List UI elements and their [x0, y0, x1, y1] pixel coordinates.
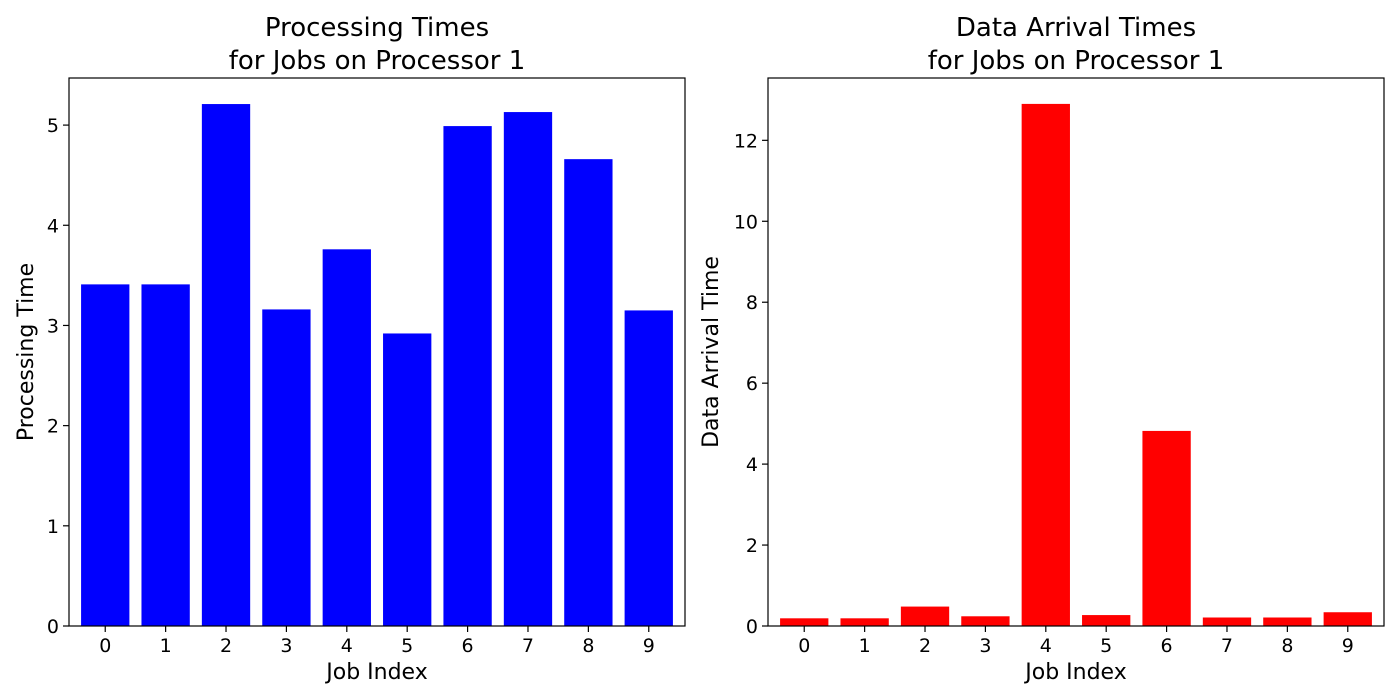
- x-tick-label: 6: [462, 635, 474, 657]
- y-tick-label: 8: [746, 292, 758, 314]
- plot-frame: [767, 77, 1385, 627]
- x-tick-label: 2: [919, 635, 931, 657]
- y-tick-label: 4: [746, 454, 758, 476]
- chart-title-line-1: Processing Times: [265, 13, 489, 43]
- bar-7: [503, 112, 553, 627]
- x-tick-label: 6: [1161, 635, 1173, 657]
- bar-8: [564, 159, 613, 627]
- bar-7: [1202, 617, 1252, 626]
- bar-1: [141, 284, 190, 626]
- bar-3: [961, 616, 1010, 626]
- y-tick-label: 5: [47, 115, 59, 137]
- bar-series: [81, 104, 673, 627]
- bar-2: [201, 104, 251, 626]
- x-tick-label: 9: [1342, 635, 1354, 657]
- bar-6: [1142, 430, 1191, 626]
- x-tick-label: 0: [99, 635, 111, 657]
- bar-9: [1323, 612, 1372, 626]
- y-axis-label: Processing Time: [14, 263, 39, 441]
- y-tick-label: 10: [734, 211, 758, 233]
- x-axis-label: Job Index: [324, 660, 427, 685]
- bar-3: [262, 309, 311, 626]
- x-tick-label: 3: [979, 635, 991, 657]
- x-tick-label: 4: [341, 635, 353, 657]
- x-tick-label: 1: [160, 635, 172, 657]
- bar-9: [624, 310, 673, 626]
- bar-series: [780, 103, 1372, 626]
- x-tick-label: 3: [280, 635, 292, 657]
- chart-title-line-2: for Jobs on Processor 1: [229, 46, 526, 76]
- x-tick-label: 8: [582, 635, 594, 657]
- x-tick-label: 7: [522, 635, 534, 657]
- bar-4: [322, 249, 371, 626]
- y-tick-label: 2: [47, 416, 59, 438]
- bar-5: [383, 333, 432, 626]
- x-tick-label: 0: [798, 635, 810, 657]
- bar-5: [1082, 615, 1131, 626]
- chart-title-line-1: Data Arrival Times: [956, 13, 1196, 43]
- x-tick-label: 8: [1281, 635, 1293, 657]
- x-tick-label: 5: [401, 635, 413, 657]
- y-tick-label: 3: [47, 315, 59, 337]
- x-tick-label: 9: [643, 635, 655, 657]
- y-tick-label: 6: [746, 373, 758, 395]
- data-arrival-times-chart: Data Arrival Times for Jobs on Processor…: [699, 13, 1385, 685]
- bar-6: [443, 126, 492, 626]
- bar-1: [840, 618, 889, 626]
- processing-times-chart: Processing Times for Jobs on Processor 1…: [14, 13, 686, 685]
- bar-8: [1263, 617, 1312, 626]
- chart-title-line-2: for Jobs on Processor 1: [928, 46, 1225, 76]
- y-tick-label: 4: [47, 215, 59, 237]
- bar-0: [81, 284, 130, 626]
- bar-4: [1021, 103, 1070, 626]
- axis-ticks: 0 1 2 3 4 5 6 7 8 9 0 1 2 3 4 5: [47, 115, 655, 657]
- x-tick-label: 4: [1040, 635, 1052, 657]
- x-axis-label: Job Index: [1023, 660, 1126, 685]
- y-tick-label: 1: [47, 516, 59, 538]
- y-tick-label: 2: [746, 535, 758, 557]
- plot-frame: [68, 77, 686, 627]
- x-tick-label: 7: [1221, 635, 1233, 657]
- y-tick-label: 0: [746, 616, 758, 638]
- bar-0: [780, 618, 829, 626]
- x-tick-label: 1: [859, 635, 871, 657]
- x-tick-label: 5: [1100, 635, 1112, 657]
- y-tick-label: 0: [47, 616, 59, 638]
- y-tick-label: 12: [734, 130, 758, 152]
- y-axis-label: Data Arrival Time: [699, 256, 724, 448]
- x-tick-label: 2: [220, 635, 232, 657]
- bar-2: [900, 606, 950, 626]
